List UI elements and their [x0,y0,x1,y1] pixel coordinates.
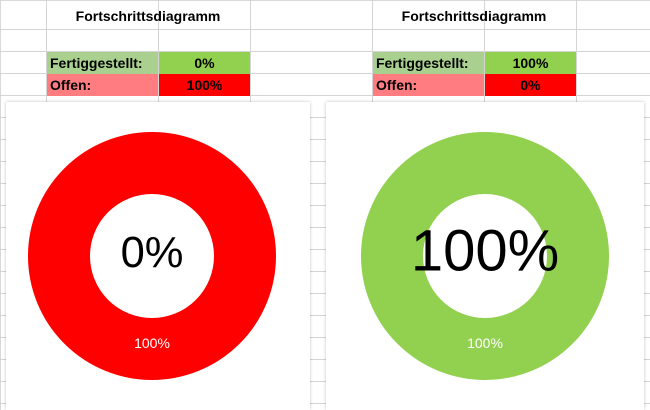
row-divider [0,161,650,162]
row-divider [0,73,650,74]
right-done-value[interactable]: 100% [485,52,576,74]
doughnut-data-label: 100% [134,335,170,351]
row-divider [0,337,650,338]
row-divider [0,271,650,272]
left-done-value[interactable]: 0% [159,52,250,74]
doughnut-center-label: 100% [411,218,559,283]
row-divider [0,29,650,30]
row-divider [0,249,650,250]
left-open-value[interactable]: 100% [159,74,250,96]
row-divider [0,403,650,404]
left-done-label[interactable]: Fertiggestellt: [47,52,158,74]
right-done-label[interactable]: Fertiggestellt: [373,52,484,74]
row-divider [0,117,650,118]
right-table-title: Fortschrittsdiagramm [401,8,547,24]
doughnut-center-label: 0% [121,229,184,277]
row-divider [0,359,650,360]
doughnut-data-label: 100% [467,335,503,351]
right-doughnut-svg: 100% 100% [361,132,609,380]
row-divider [0,381,650,382]
row-divider [0,183,650,184]
right-open-value[interactable]: 0% [485,74,576,96]
row-divider [0,315,650,316]
row-divider [0,139,650,140]
left-doughnut-chart[interactable]: 0% 100% [6,102,310,410]
left-open-label[interactable]: Offen: [47,74,158,96]
doughnut-slice-offen[interactable] [28,132,276,380]
row-divider [0,51,650,52]
row-divider [0,205,650,206]
row-divider [0,293,650,294]
row-divider [0,95,650,96]
left-table-title: Fortschrittsdiagramm [75,8,221,24]
left-doughnut-svg: 0% 100% [28,132,276,380]
doughnut-slice-fertiggestellt[interactable] [361,132,609,380]
right-open-label[interactable]: Offen: [373,74,484,96]
row-divider [0,227,650,228]
right-doughnut-chart[interactable]: 100% 100% [326,102,644,410]
